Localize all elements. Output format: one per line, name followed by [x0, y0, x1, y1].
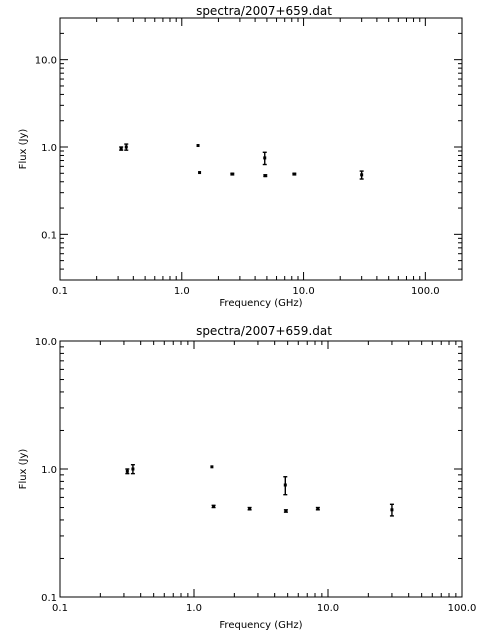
- x-tick-label: 1.0: [186, 603, 202, 614]
- plot-frame: [59, 340, 463, 598]
- data-point: [124, 143, 129, 151]
- y-axis-label: Flux (Jy): [18, 449, 29, 490]
- data-marker: [263, 174, 267, 178]
- data-point: [292, 172, 297, 176]
- y-tick-label: 1.0: [41, 465, 57, 476]
- data-marker: [196, 144, 200, 148]
- data-point: [119, 146, 124, 151]
- data-marker: [263, 156, 267, 160]
- y-tick-label: 0.1: [41, 593, 57, 604]
- x-tick-label: 1.0: [174, 286, 190, 297]
- chart-title: spectra/2007+659.dat: [196, 4, 332, 18]
- data-marker: [124, 145, 128, 149]
- data-points: [119, 143, 364, 180]
- data-point: [359, 170, 364, 180]
- data-point: [263, 174, 268, 178]
- data-point: [125, 468, 130, 475]
- x-tick-label: 0.1: [52, 603, 68, 614]
- data-marker: [390, 508, 394, 512]
- data-marker: [292, 172, 296, 176]
- data-point: [262, 151, 267, 166]
- chart-title: spectra/2007+659.dat: [196, 324, 332, 338]
- data-marker: [119, 147, 123, 151]
- data-point: [283, 509, 288, 513]
- axis-ticks: [59, 17, 463, 281]
- x-tick-labels: 0.1 1.0 10.0 100.0: [52, 286, 440, 297]
- data-marker: [230, 172, 234, 176]
- y-axis-label: Flux (Jy): [18, 129, 29, 170]
- chart-panel-bottom: spectra/2007+659.dat 0.1 1.0 10.0 100.0 0.1…: [18, 324, 476, 631]
- y-tick-labels: 0.1 1.0 10.0: [35, 337, 57, 604]
- data-point: [389, 503, 394, 517]
- x-tick-labels: 0.1 1.0 10.0 100.0: [52, 603, 476, 614]
- data-marker: [131, 467, 135, 471]
- data-marker: [212, 504, 216, 508]
- data-point: [196, 144, 200, 148]
- y-tick-labels: 0.1 1.0 10.0: [35, 56, 57, 242]
- x-tick-label: 100.0: [411, 286, 440, 297]
- chart-panel-top: spectra/2007+659.dat 0.1 1.0 10.0 100.0 0.1…: [18, 4, 463, 309]
- y-tick-label: 10.0: [35, 56, 57, 67]
- data-marker: [284, 509, 288, 513]
- data-point: [130, 464, 135, 475]
- data-marker: [198, 171, 202, 175]
- data-marker: [248, 507, 252, 511]
- data-marker: [360, 173, 364, 177]
- y-tick-label: 0.1: [41, 230, 57, 241]
- data-marker: [210, 465, 214, 469]
- x-tick-label: 10.0: [317, 603, 339, 614]
- data-points: [125, 464, 394, 517]
- data-point: [210, 465, 214, 469]
- data-point: [198, 171, 202, 175]
- y-tick-label: 1.0: [41, 143, 57, 154]
- data-point: [283, 476, 288, 496]
- data-point: [315, 506, 320, 511]
- x-tick-label: 10.0: [292, 286, 314, 297]
- x-tick-label: 100.0: [448, 603, 477, 614]
- data-point: [230, 172, 235, 176]
- axis-ticks: [59, 340, 463, 598]
- x-tick-label: 0.1: [52, 286, 68, 297]
- plot-frame: [59, 17, 463, 281]
- data-marker: [125, 469, 129, 473]
- data-point: [211, 504, 216, 509]
- data-marker: [316, 507, 320, 511]
- data-point: [247, 506, 252, 511]
- y-tick-label: 10.0: [35, 337, 57, 348]
- x-axis-label: Frequency (GHz): [219, 298, 302, 309]
- x-axis-label: Frequency (GHz): [219, 620, 302, 631]
- data-marker: [283, 483, 287, 487]
